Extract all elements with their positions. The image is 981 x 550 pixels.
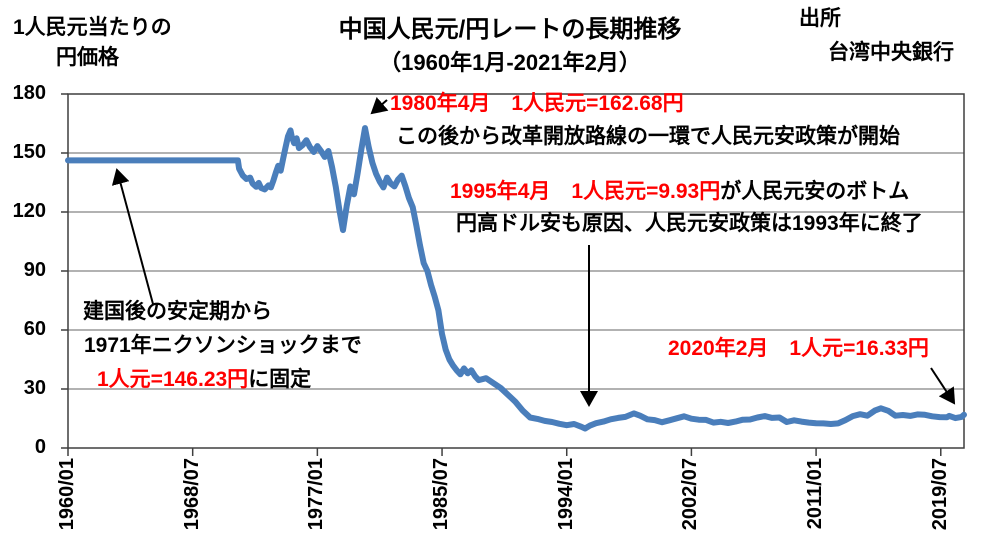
x-axis-tick-label: 2019/07: [928, 458, 951, 531]
annotation-1980-peak: 1980年4月 1人民元=162.68円: [390, 92, 684, 115]
y-axis-tick-label: 60: [23, 318, 46, 340]
x-axis-tick-label: 2011/01: [804, 458, 827, 530]
x-axis-tick-label: 1968/07: [180, 458, 203, 531]
annotation-1995-value: 1995年4月 1人民元=9.93円: [450, 180, 721, 203]
annotation-1995-bottom: 1995年4月 1人民元=9.93円が人民元安のボトム: [450, 180, 909, 204]
y-axis-title-line2: 円価格: [56, 46, 119, 69]
source-label: 出所: [799, 7, 841, 30]
annotation-fixed-suffix: に固定: [248, 368, 312, 391]
x-axis-tick-label: 1994/01: [554, 458, 577, 531]
chart-title-period: （1960年1月-2021年2月）: [379, 50, 641, 75]
annotation-fixed-line1: 建国後の安定期から: [83, 300, 272, 323]
x-axis-tick-label: 1960/01: [56, 458, 78, 531]
y-axis-title-line1: 1人民元当たりの: [13, 16, 172, 39]
y-axis-tick-label: 120: [12, 200, 46, 222]
annotation-fixed-value: 1人元=146.23円: [97, 368, 249, 391]
annotation-1980-note: この後から改革開放路線の一環で人民元安政策が開始: [396, 125, 900, 148]
y-axis-tick-label: 0: [34, 436, 46, 458]
source-value: 台湾中央銀行: [828, 41, 954, 64]
x-axis-tick-label: 2002/07: [679, 458, 702, 531]
annotation-2020: 2020年2月 1人元=16.33円: [668, 337, 929, 360]
annotation-fixed-line2: 1971年ニクソンショックまで: [84, 334, 362, 357]
x-axis-tick-label: 1977/01: [305, 458, 328, 531]
y-axis-tick-label: 150: [12, 141, 46, 163]
y-axis-tick-label: 180: [12, 82, 46, 104]
annotation-fixed-line3: 1人元=146.23円に固定: [97, 368, 311, 392]
y-axis-tick-label: 90: [23, 259, 46, 281]
y-axis-tick-label: 30: [23, 377, 46, 399]
annotation-1995-note: 円高ドル安も原因、人民元安政策は1993年に終了: [456, 212, 923, 235]
annotation-1995-suffix: が人民元安のボトム: [720, 180, 910, 203]
x-axis-tick-label: 1985/07: [430, 458, 453, 531]
chart-title: 中国人民元/円レートの長期推移: [338, 16, 682, 43]
